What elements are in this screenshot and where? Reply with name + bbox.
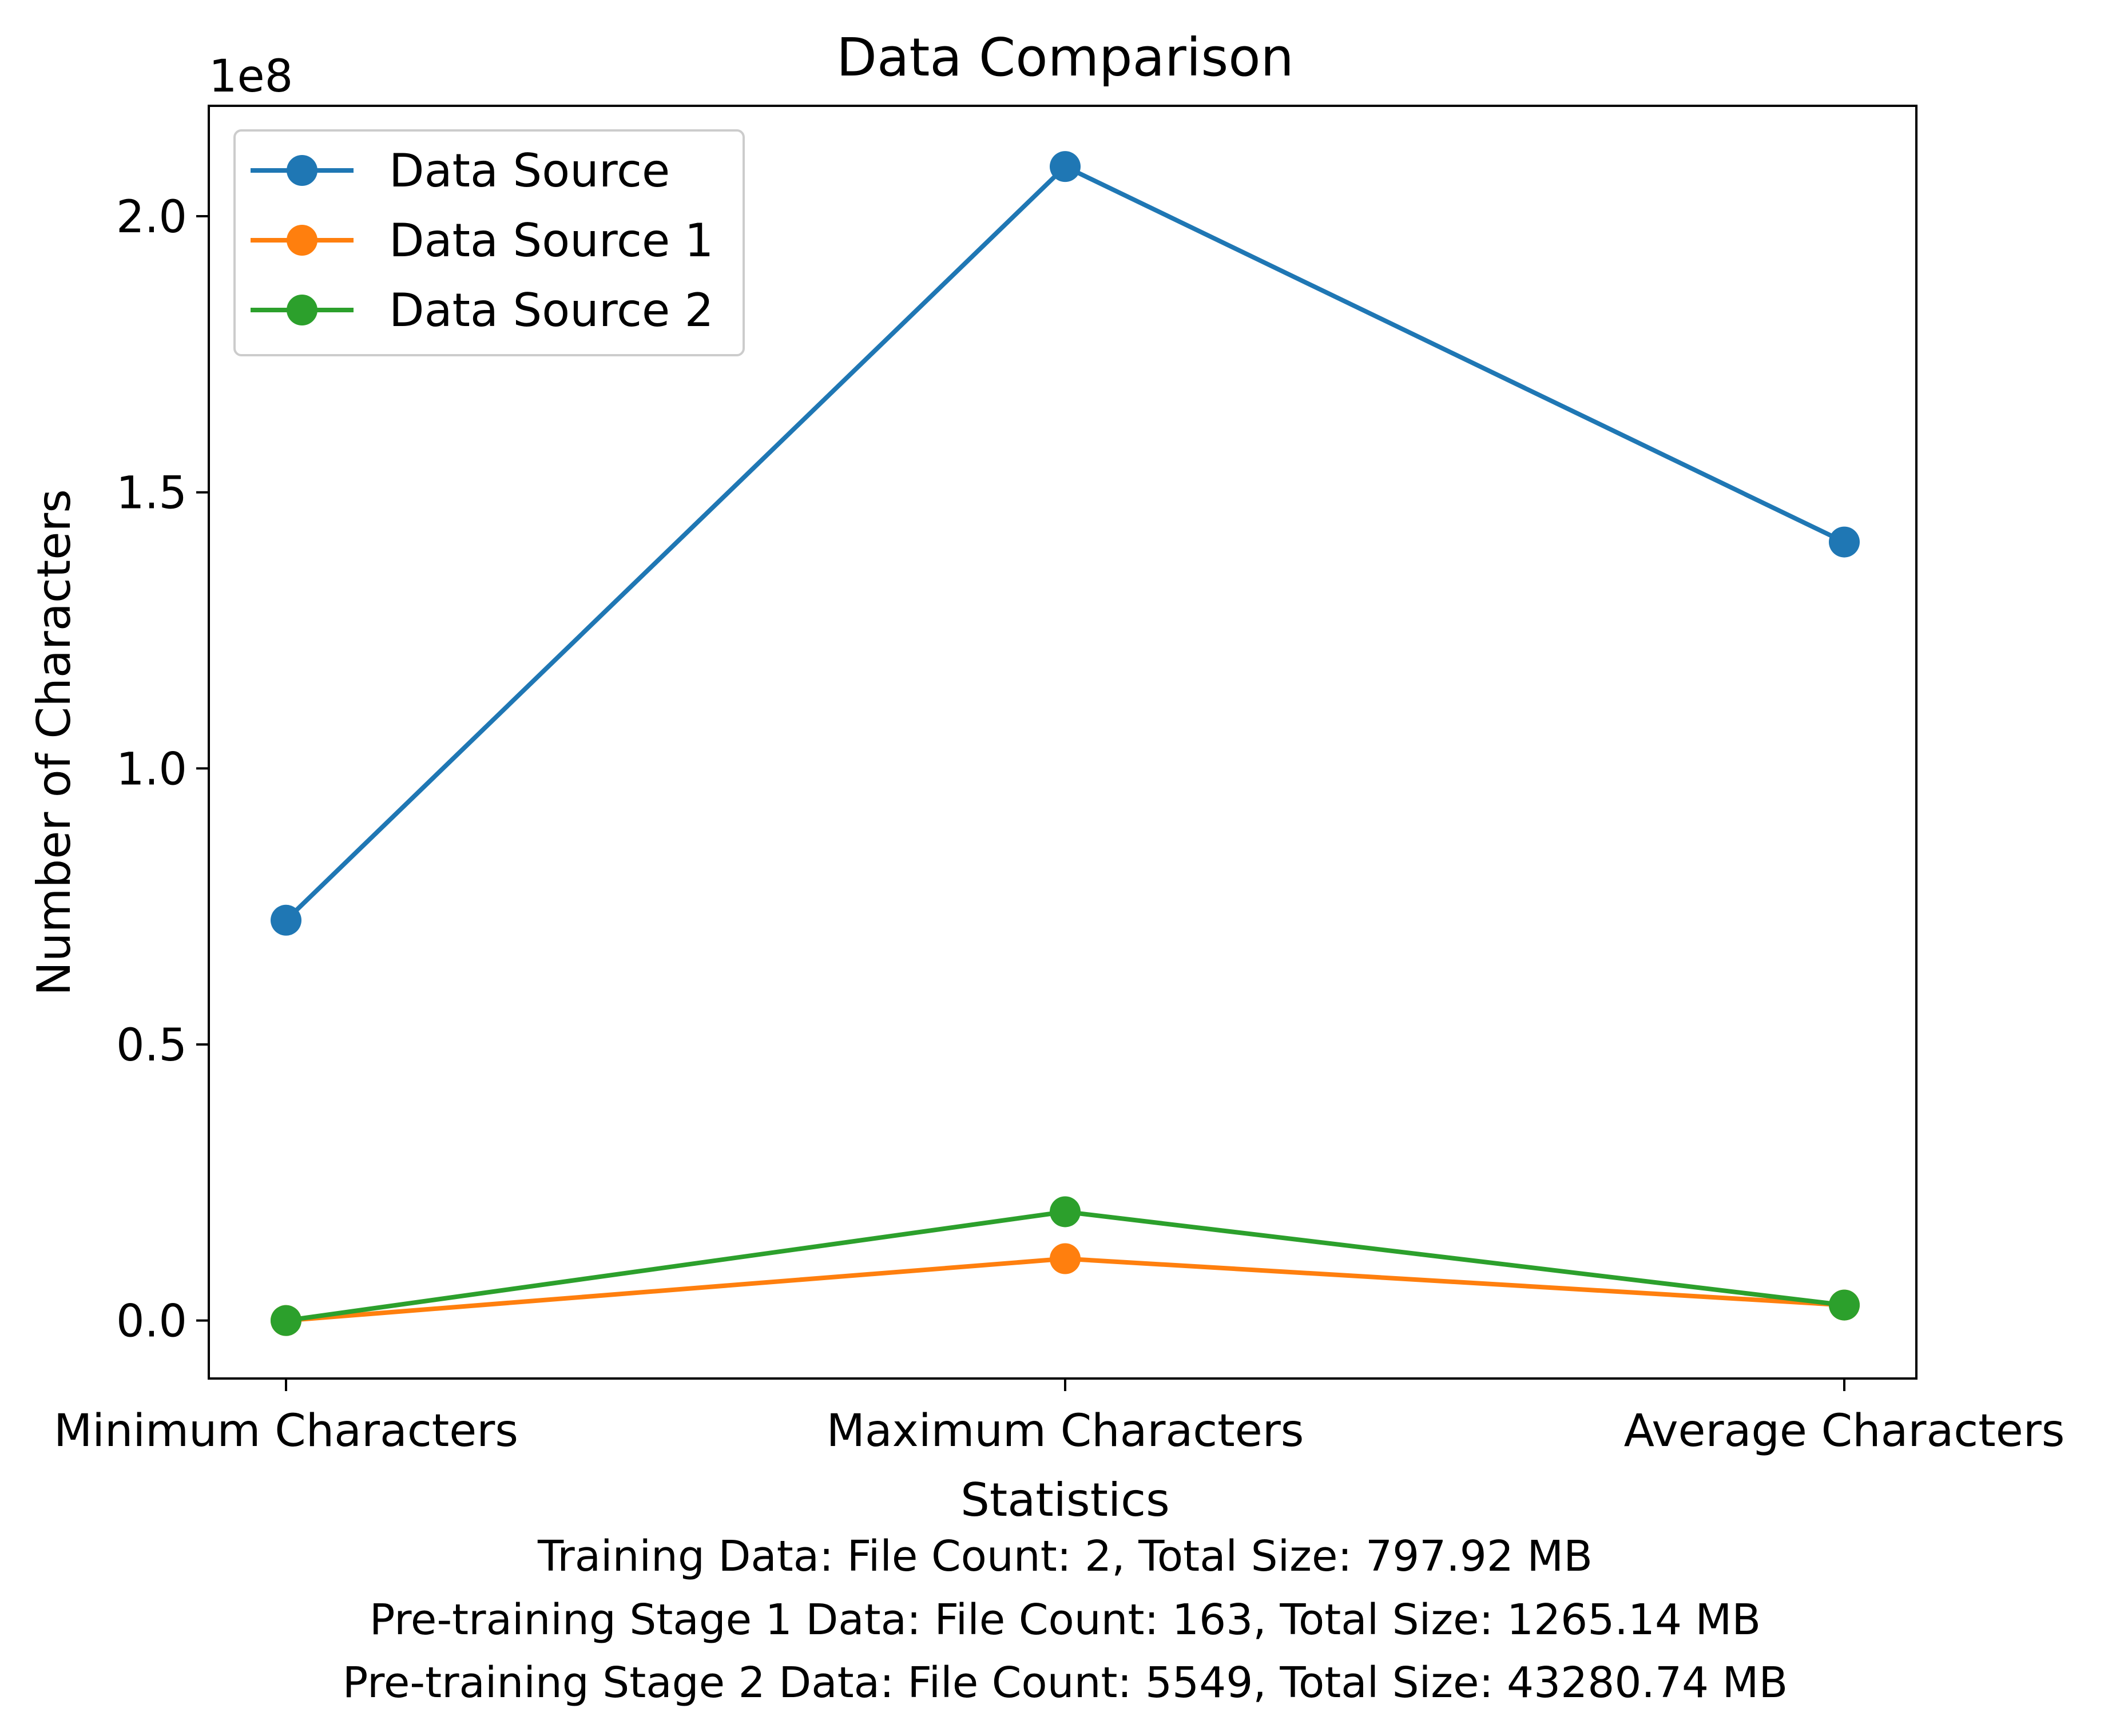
y-tick-label: 1.5 [116, 468, 187, 519]
data-point-series-0 [1829, 526, 1860, 558]
legend-label: Data Source [389, 144, 670, 197]
x-tick-label: Maximum Characters [827, 1405, 1304, 1457]
legend-swatch-marker [287, 155, 317, 186]
legend: Data Source Data Source 1 Data Source 2 [233, 129, 745, 356]
plot-frame [208, 105, 1918, 1380]
legend-label: Data Source 2 [389, 284, 714, 337]
x-tick-label: Minimum Characters [54, 1405, 518, 1457]
footnote-stage-2: Pre-training Stage 2 Data: File Count: 5… [343, 1658, 1788, 1707]
data-point-series-0 [1050, 151, 1081, 182]
y-tick-label: 1.0 [116, 744, 187, 795]
x-tick-label: Average Characters [1624, 1405, 2065, 1457]
y-tick-label: 0.5 [116, 1020, 187, 1071]
legend-box [233, 129, 745, 356]
legend-label: Data Source 1 [389, 214, 714, 267]
data-point-series-2 [271, 1305, 301, 1336]
plot-area: 0.0 0.5 1.0 1.5 2.0 Minimum Characters Maximum… [54, 151, 2065, 1457]
y-axis-label: Number of Characters [27, 489, 81, 996]
legend-swatch-marker [287, 295, 317, 325]
footnote-training: Training Data: File Count: 2, Total Size… [537, 1532, 1593, 1581]
y-tick-label: 2.0 [116, 192, 187, 243]
y-tick-label: 0.0 [116, 1296, 187, 1348]
data-point-series-2 [1050, 1196, 1081, 1227]
data-point-series-1 [1050, 1243, 1081, 1274]
footnote-stage-1: Pre-training Stage 1 Data: File Count: 1… [370, 1595, 1761, 1644]
legend-swatch-marker [287, 225, 317, 256]
x-axis-label: Statistics [960, 1473, 1170, 1527]
data-point-series-0 [271, 904, 301, 936]
chart-title: Data Comparison [836, 27, 1294, 88]
data-point-series-2 [1829, 1289, 1860, 1321]
y-scale-label: 1e8 [209, 51, 293, 102]
